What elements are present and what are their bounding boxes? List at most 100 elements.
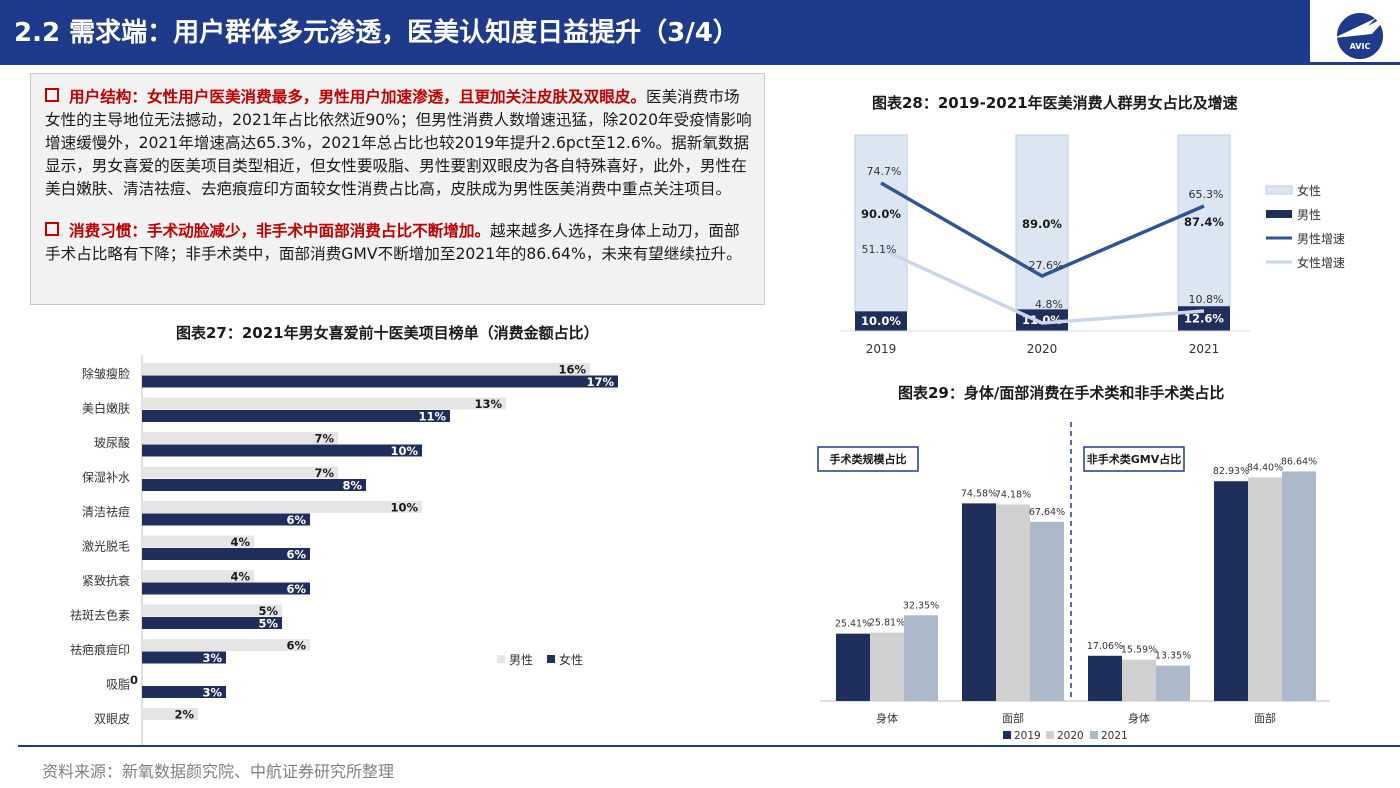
- chart28-bar-female: [1177, 134, 1231, 307]
- chart29-legend-label: 2019: [1014, 730, 1041, 742]
- chart28-female-growth-label: 4.8%: [1035, 298, 1063, 311]
- chart28-legend-male-growth: 男性增速: [1297, 232, 1345, 246]
- chart28-x-label: 2020: [1027, 342, 1058, 356]
- chart29-data-label: 82.93%: [1213, 466, 1249, 477]
- square-bullet-icon: [45, 222, 59, 236]
- footer-divider: [18, 745, 1400, 747]
- chart27-horizontal-bar: 除皱瘦脸 16%17% 美白嫩肤 13% 11% 玻尿酸 7% 10% 保湿补水 7% 8% 清洁祛痘…: [70, 355, 618, 745]
- chart27-bar-male: [142, 639, 310, 651]
- chart28-legend-female-swatch: [1265, 185, 1293, 195]
- plane-icon: [1334, 14, 1390, 38]
- chart28-bar-female: [854, 134, 908, 312]
- chart27-legend-male-swatch: [497, 655, 505, 663]
- chart29-bar-2019: [962, 503, 996, 701]
- chart29-data-label: 86.64%: [1281, 456, 1317, 467]
- chart28-legend-female: 女性: [1297, 183, 1321, 198]
- chart29-title: 图表29：身体/面部消费在手术类和非手术类占比: [898, 384, 1225, 402]
- chart29-x-label: 面部: [1002, 711, 1024, 725]
- chart28-female-growth-label: 51.1%: [862, 243, 897, 256]
- chart27-bar-male: [142, 397, 506, 410]
- paragraph-user-structure: 用户结构：女性用户医美消费最多，男性用户加速渗透，且更加关注皮肤及双眼皮。医美消…: [45, 86, 755, 201]
- header-divider: [0, 62, 1400, 65]
- chart27-category-label: 祛斑去色素: [70, 609, 130, 623]
- chart27-category-label: 清洁祛痘: [82, 504, 130, 519]
- chart29-bar-2020: [870, 632, 904, 701]
- chart27-bar-female: [142, 582, 310, 595]
- chart27-data-label: 5%: [258, 604, 278, 618]
- chart29-legend-swatch: [1046, 731, 1054, 739]
- chart27-bar-female: [142, 548, 310, 560]
- chart28-male-label: 10.0%: [861, 314, 901, 328]
- chart27-data-label: 7%: [314, 466, 334, 480]
- chart27-data-label: 11%: [418, 410, 446, 424]
- chart28-combo-chart: 10.0%90.0%201911.0%89.0%202012.6%87.4%20…: [840, 134, 1345, 356]
- chart27-bar-male: [142, 570, 254, 582]
- para1-heading: 用户结构：女性用户医美消费最多，男性用户加速渗透，且更加关注皮肤及双眼皮。: [69, 88, 646, 106]
- chart27-data-label: 3%: [202, 651, 222, 665]
- chart27-data-label: 17%: [586, 375, 614, 389]
- chart28-title: 图表28：2019-2021年医美消费人群男女占比及增速: [872, 94, 1238, 112]
- chart28-line-female-growth: [880, 247, 1205, 325]
- chart28-legend-male-swatch: [1266, 210, 1292, 218]
- chart29-data-label: 25.81%: [869, 618, 905, 629]
- chart29-group-box: [817, 446, 919, 472]
- chart29-group-label: 手术类规模占比: [830, 452, 907, 466]
- avic-logo: AVIC: [1334, 13, 1390, 59]
- chart29-x-label: 面部: [1254, 711, 1276, 725]
- chart28-male-growth-label: 27.6%: [1029, 259, 1064, 272]
- chart29-bar-2021: [1282, 471, 1316, 701]
- chart29-data-label: 74.58%: [961, 488, 997, 499]
- page-title: 2.2 需求端：用户群体多元渗透，医美认知度日益提升（3/4）: [14, 18, 739, 48]
- chart28-x-label: 2021: [1189, 342, 1220, 356]
- paragraph-consumption-habit: 消费习惯：手术动脸减少，非手术中面部消费占比不断增加。越来越多人选择在身体上动刀…: [45, 220, 755, 266]
- chart29-x-label: 身体: [876, 711, 898, 725]
- chart28-female-growth-label: 10.8%: [1189, 293, 1224, 306]
- chart27-data-label: 4%: [230, 570, 250, 584]
- chart27-data-label: 3%: [202, 686, 222, 700]
- chart28-male-growth-label: 74.7%: [867, 165, 902, 178]
- chart29-data-label: 13.35%: [1155, 651, 1191, 662]
- chart29-bar-2019: [836, 633, 870, 701]
- chart27-bar-female: [142, 513, 310, 526]
- chart27-bar-male: [142, 604, 282, 617]
- chart27-legend-male-label: 男性: [509, 653, 533, 667]
- chart28-line-male-growth: [880, 181, 1205, 278]
- chart29-data-label: 84.40%: [1247, 462, 1283, 473]
- chart27-data-label: 7%: [314, 432, 334, 446]
- chart29-legend-label: 2021: [1101, 730, 1128, 742]
- chart27-bar-female: [142, 651, 226, 664]
- chart28-male-label: 12.6%: [1184, 312, 1224, 326]
- chart27-category-label: 玻尿酸: [94, 435, 130, 450]
- chart29-bar-2020: [996, 504, 1030, 701]
- chart28-male-growth-label: 65.3%: [1189, 188, 1224, 201]
- chart29-bar-2021: [1030, 521, 1064, 701]
- chart28-female-label: 89.0%: [1022, 217, 1062, 231]
- square-bullet-icon: [45, 88, 59, 102]
- chart28-female-label: 87.4%: [1184, 215, 1224, 229]
- chart27-category-label: 保湿补水: [82, 470, 130, 485]
- chart27-category-label: 激光脱毛: [82, 539, 130, 554]
- chart27-bar-female: [142, 617, 282, 629]
- para2-heading: 消费习惯：手术动脸减少，非手术中面部消费占比不断增加。: [69, 222, 491, 240]
- chart27-category-label: 紧致抗衰: [82, 573, 130, 588]
- chart27-data-label: 16%: [558, 363, 586, 377]
- chart28-bar-male: [1178, 306, 1230, 331]
- chart27-data-label: 6%: [286, 513, 306, 527]
- chart27-bar-female: [142, 479, 366, 491]
- chart28-female-label: 90.0%: [861, 207, 901, 221]
- chart29-bar-2019: [1214, 481, 1248, 701]
- chart27-bar-female: [142, 686, 226, 698]
- header-bar: [0, 0, 1310, 62]
- chart27-data-label: 5%: [258, 617, 278, 631]
- chart27-bar-female: [142, 375, 618, 388]
- chart29-data-label: 25.41%: [835, 619, 871, 630]
- chart29-bar-2021: [1156, 665, 1190, 701]
- chart27-legend-female-label: 女性: [559, 652, 583, 667]
- chart27-category-label: 吸脂: [106, 677, 130, 692]
- chart27-data-label: 13%: [474, 397, 502, 411]
- chart28-legend-male: 男性: [1297, 208, 1321, 222]
- chart29-x-label: 身体: [1128, 711, 1150, 725]
- chart27-category-label: 除皱瘦脸: [82, 366, 130, 381]
- chart27-data-label: 10%: [390, 501, 418, 515]
- chart27-data-label: 6%: [286, 548, 306, 562]
